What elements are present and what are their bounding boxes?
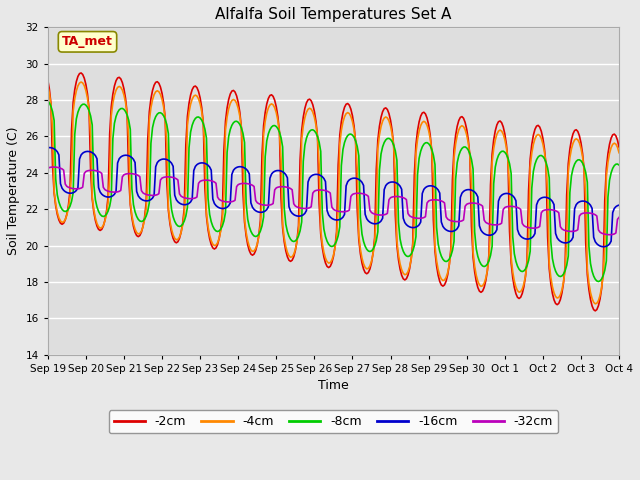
- Title: Alfalfa Soil Temperatures Set A: Alfalfa Soil Temperatures Set A: [215, 7, 452, 22]
- Y-axis label: Soil Temperature (C): Soil Temperature (C): [7, 127, 20, 255]
- Text: TA_met: TA_met: [62, 36, 113, 48]
- Legend: -2cm, -4cm, -8cm, -16cm, -32cm: -2cm, -4cm, -8cm, -16cm, -32cm: [109, 410, 558, 433]
- X-axis label: Time: Time: [318, 379, 349, 392]
